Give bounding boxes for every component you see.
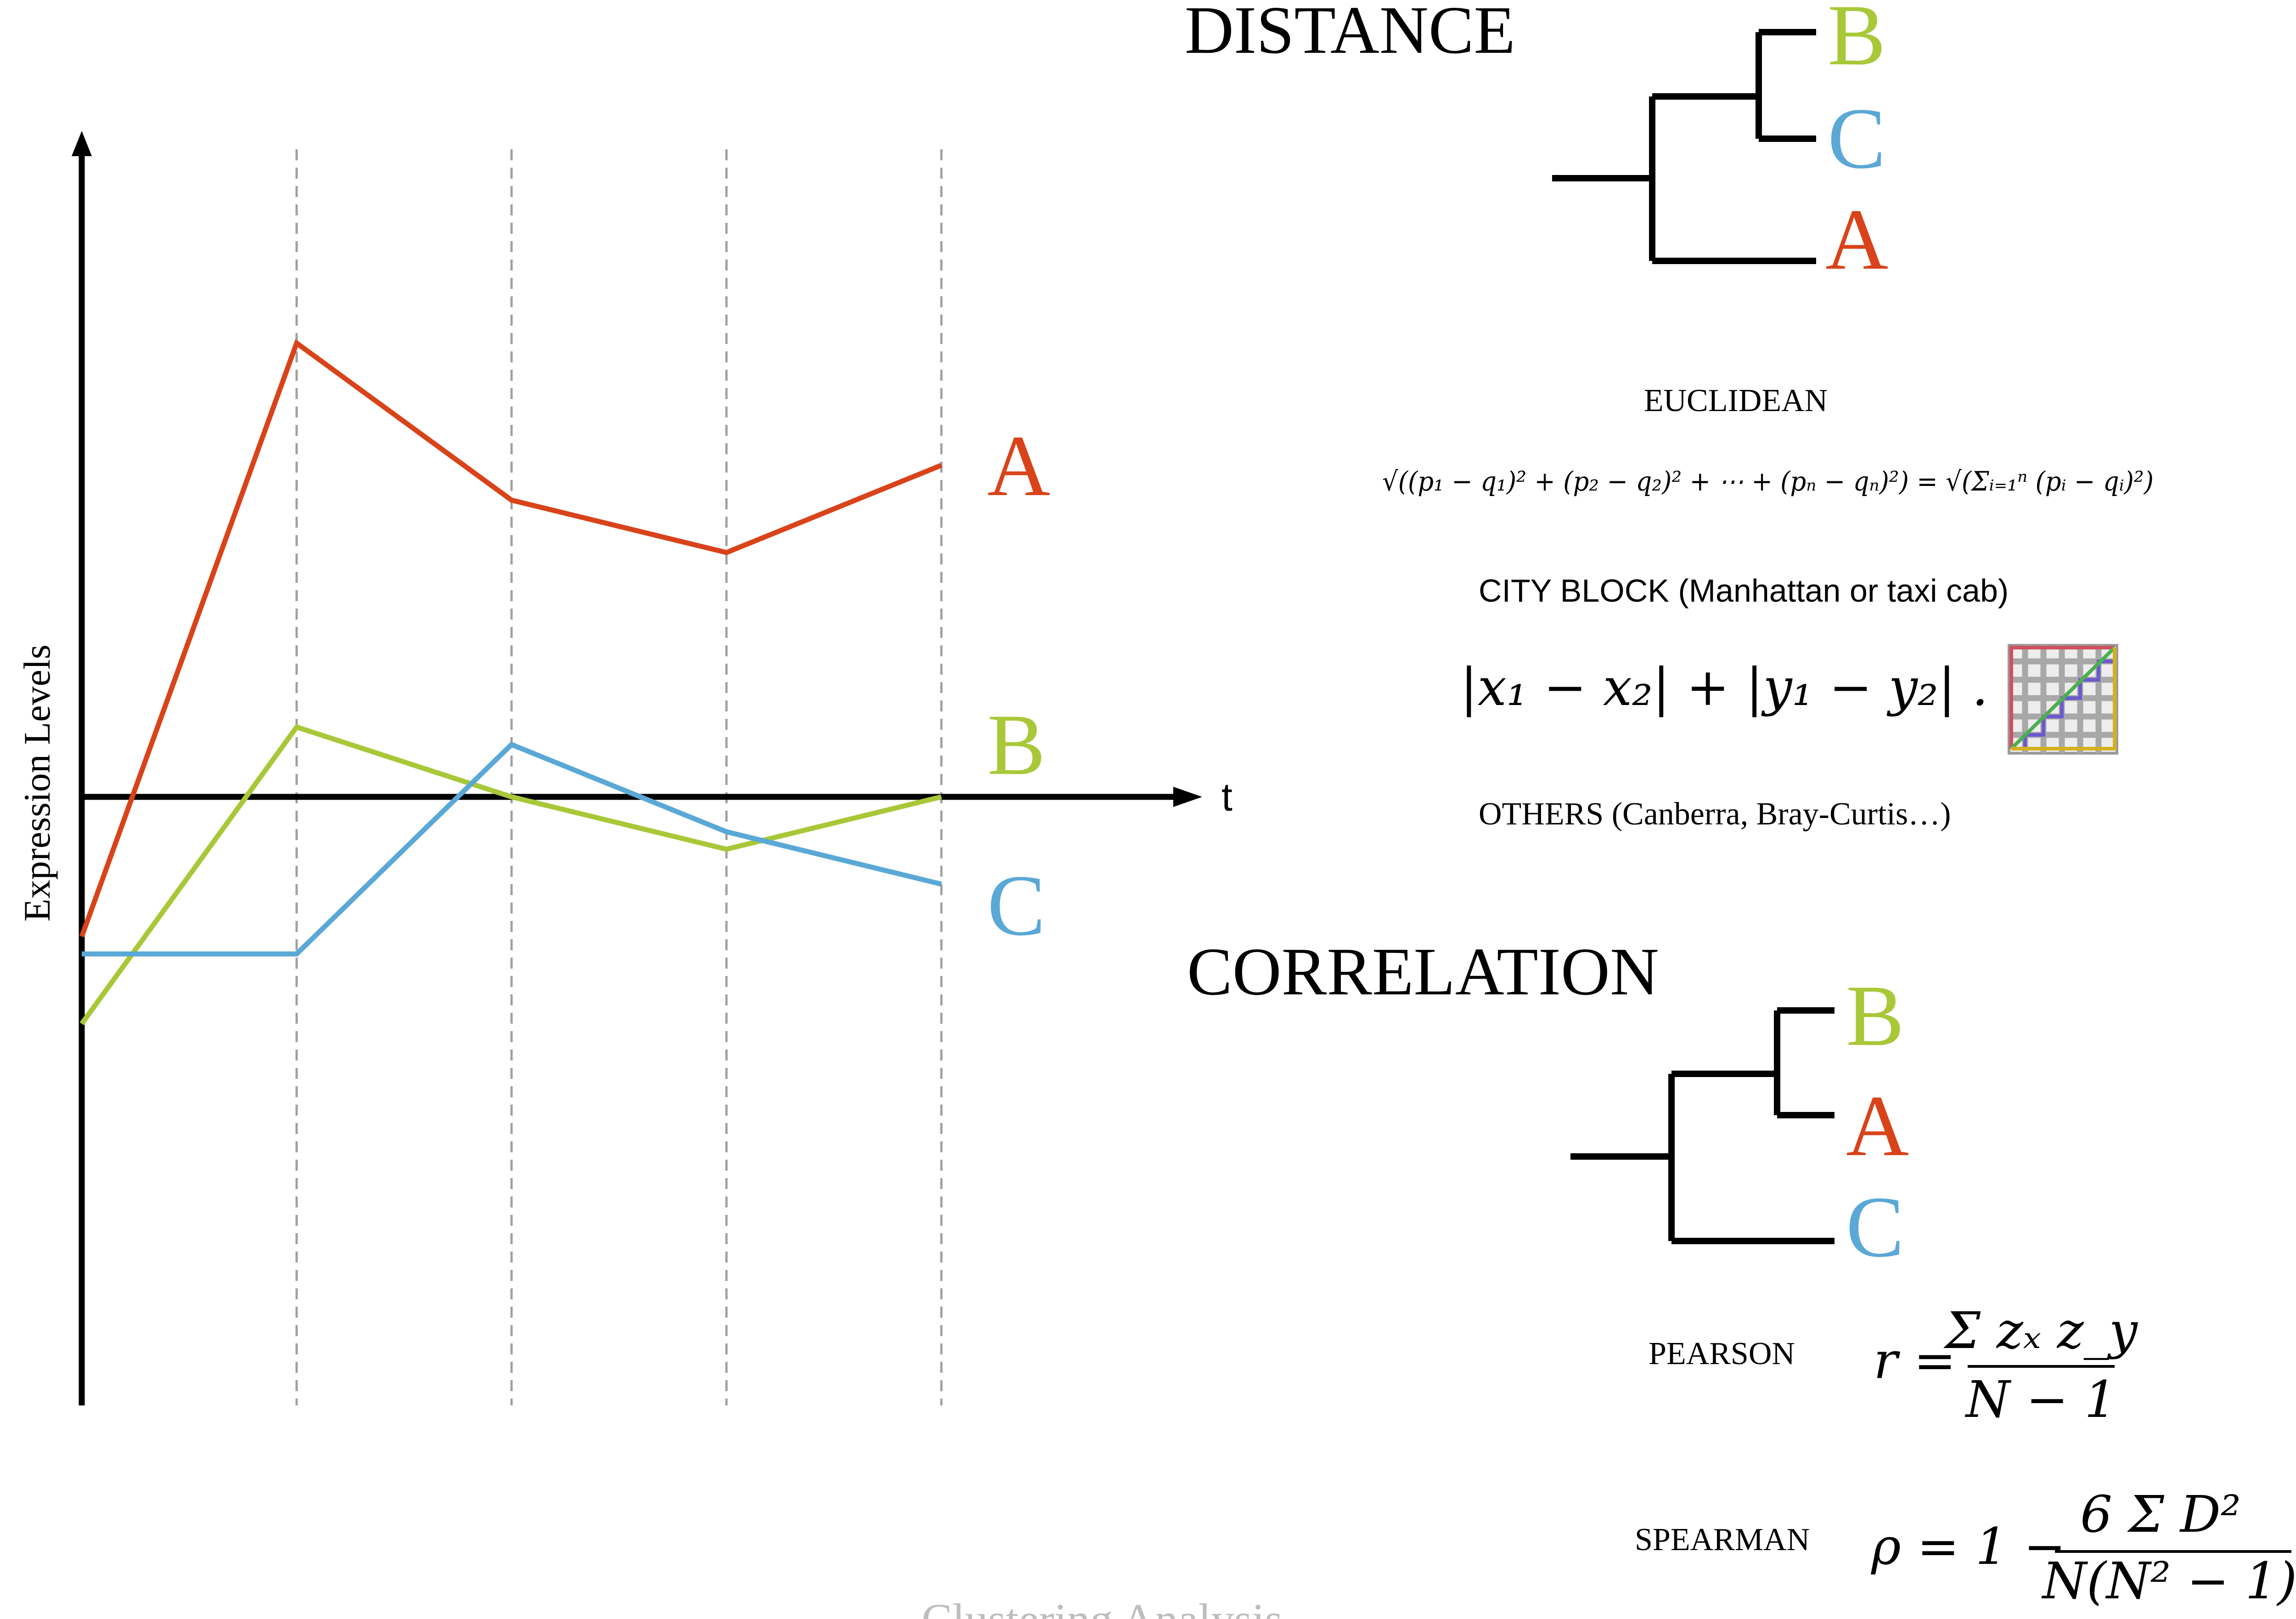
series-labels: A BC xyxy=(987,418,1050,954)
footer-title: Clustering Analysis xyxy=(922,1594,1283,1619)
correlation-title: CORRELATION xyxy=(1187,934,1659,1010)
series-line-C xyxy=(82,741,942,957)
x-axis-label: t xyxy=(1221,775,1232,819)
series-label-C: C xyxy=(987,857,1046,954)
pearson-numerator: Σ zₓ z_y xyxy=(1943,1301,2138,1360)
spearman-denominator: N(N² − 1) xyxy=(2041,1551,2296,1610)
distance-leaf-A: A xyxy=(1825,192,1888,288)
correlation-dendrogram xyxy=(1570,1007,1835,1244)
spearman-lhs: ρ = 1 − xyxy=(1871,1517,2066,1576)
pearson-label: PEARSON xyxy=(1649,1336,1795,1371)
euclidean-label: EUCLIDEAN xyxy=(1644,383,1828,418)
grid-lines xyxy=(295,149,943,1405)
series-label-B: B xyxy=(987,697,1046,793)
distance-leaf-B: B xyxy=(1828,0,1886,84)
distance-title: DISTANCE xyxy=(1185,0,1515,68)
pearson-lhs: r = xyxy=(1874,1331,1956,1390)
series-lines xyxy=(79,339,943,1026)
distance-dendrogram xyxy=(1552,29,1816,264)
others-label: OTHERS (Canberra, Bray-Curtis…) xyxy=(1479,796,1951,832)
x-axis-arrowhead xyxy=(1173,787,1202,807)
euclidean-formula: √((p₁ − q₁)² + (p₂ − q₂)² + ⋯ + (pₙ − qₙ… xyxy=(1382,466,2154,497)
y-axis-label: Expression Levels xyxy=(16,644,58,921)
city-block-grid-icon xyxy=(2008,644,2118,755)
pearson-denominator: N − 1 xyxy=(1964,1370,2116,1429)
series-label-A: A xyxy=(987,418,1050,514)
distance-leaf-C: C xyxy=(1828,90,1886,187)
spearman-numerator: 6 Σ D² xyxy=(2080,1485,2241,1544)
correlation-leaf-B: B xyxy=(1846,968,1904,1064)
city-block-formula: |x₁ − x₂| + |y₁ − y₂| . xyxy=(1460,658,1988,717)
spearman-label: SPEARMAN xyxy=(1635,1522,1810,1557)
city-block-label: CITY BLOCK (Manhattan or taxi cab) xyxy=(1479,573,2009,609)
series-line-B xyxy=(79,724,942,1026)
correlation-leaf-C: C xyxy=(1846,1179,1904,1275)
correlation-leaf-A: A xyxy=(1846,1078,1909,1174)
expression-line-chart: t Expression Levels A BC xyxy=(16,131,1232,1405)
y-axis-arrowhead xyxy=(72,131,92,156)
series-line-A xyxy=(79,339,943,937)
